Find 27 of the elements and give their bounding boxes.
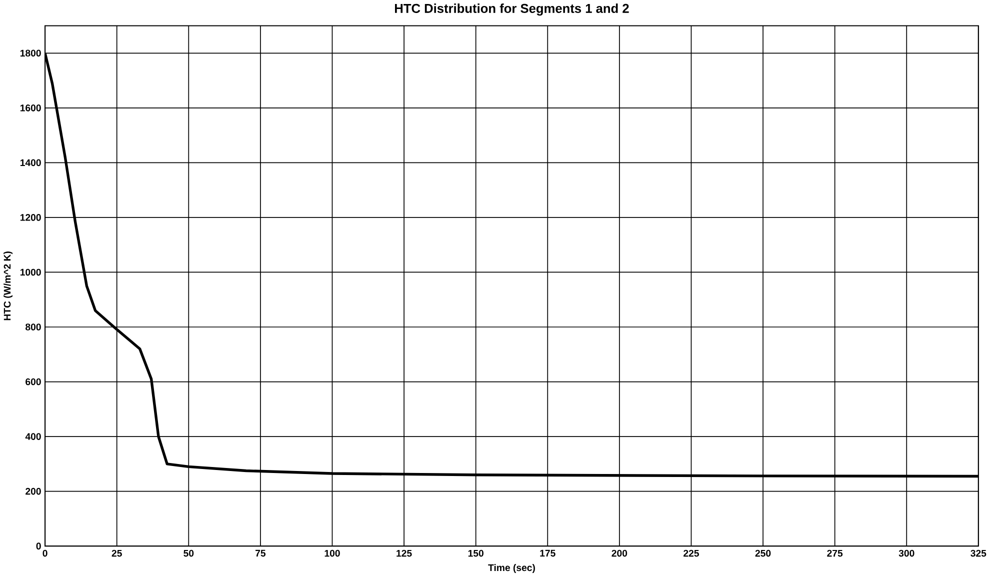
x-tick-label: 275 (827, 550, 843, 557)
x-tick-label: 125 (396, 550, 412, 557)
x-tick-label: 250 (755, 550, 771, 557)
x-tick-label: 100 (324, 550, 340, 557)
y-tick-label: 600 (26, 378, 41, 386)
y-tick-label: 200 (26, 488, 41, 495)
y-tick-label: 1800 (20, 50, 41, 57)
y-tick-label: 0 (36, 542, 41, 550)
y-tick-label: 1000 (20, 269, 41, 276)
x-tick-label: 325 (970, 550, 986, 557)
x-tick-label: 50 (184, 550, 194, 557)
x-tick-label: 25 (112, 550, 122, 557)
x-tick-label: 75 (256, 550, 266, 557)
x-tick-label: 150 (468, 550, 484, 557)
chart-title: HTC Distribution for Segments 1 and 2 (395, 4, 629, 16)
x-tick-label: 300 (898, 550, 914, 557)
y-tick-label: 400 (25, 433, 41, 440)
x-tick-label: 200 (612, 550, 628, 557)
y-tick-label: 800 (26, 324, 41, 331)
y-axis-title: HTC (W/m^2 K) (4, 252, 13, 320)
x-axis-title: Time (sec) (488, 564, 535, 574)
y-tick-label: 1600 (20, 104, 41, 112)
x-tick-label: 175 (540, 550, 556, 557)
x-tick-label: 0 (42, 550, 48, 557)
y-tick-label: 1400 (20, 159, 41, 166)
x-tick-label: 225 (684, 550, 699, 557)
y-tick-label: 1200 (20, 214, 41, 222)
